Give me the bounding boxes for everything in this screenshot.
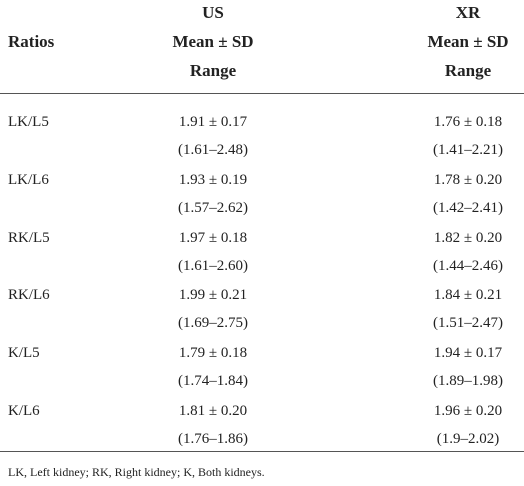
column-header: XR (455, 3, 481, 22)
row-label: LK/L5 (8, 114, 49, 130)
column-header: Range (189, 61, 237, 80)
range: (1.61–2.48) (178, 142, 248, 158)
mean-sd: 1.91 ± 0.17 (178, 114, 248, 130)
range: (1.42–2.41) (433, 199, 503, 216)
range: (1.69–2.75) (178, 315, 248, 332)
row-label: K/L6 (8, 403, 40, 419)
bottom-rule (0, 451, 524, 452)
mean-sd: 1.82 ± 0.20 (433, 229, 503, 246)
row-header: Ratios (8, 32, 55, 51)
column-header: Mean ± SD (172, 32, 254, 51)
mean-sd: 1.94 ± 0.17 (433, 345, 503, 362)
row-label: K/L5 (8, 345, 40, 362)
header-rule (0, 93, 524, 94)
range: (1.57–2.62) (178, 199, 248, 216)
range: (1.76–1.86) (178, 431, 248, 447)
mean-sd: 1.97 ± 0.18 (178, 229, 248, 246)
range: (1.74–1.84) (178, 373, 248, 390)
footnote: LK, Left kidney; RK, Right kidney; K, Bo… (8, 465, 265, 479)
mean-sd: 1.79 ± 0.18 (178, 345, 248, 362)
mean-sd: 1.78 ± 0.20 (433, 171, 503, 188)
mean-sd: 1.84 ± 0.21 (433, 287, 503, 304)
range: (1.61–2.60) (178, 257, 248, 274)
row-label: RK/L6 (8, 287, 50, 304)
range: (1.41–2.21) (433, 142, 503, 158)
mean-sd: 1.93 ± 0.19 (178, 171, 248, 188)
range: (1.89–1.98) (433, 373, 503, 390)
mean-sd: 1.81 ± 0.20 (178, 403, 248, 419)
column-header: Mean ± SD (427, 32, 509, 51)
mean-sd: 1.76 ± 0.18 (433, 114, 503, 130)
range: (1.51–2.47) (433, 315, 503, 332)
range: (1.9–2.02) (436, 431, 500, 447)
row-label: RK/L5 (8, 229, 50, 246)
mean-sd: 1.99 ± 0.21 (178, 287, 248, 304)
column-header: Range (444, 61, 492, 80)
mean-sd: 1.96 ± 0.20 (433, 403, 503, 419)
range: (1.44–2.46) (433, 257, 503, 274)
column-header: US (202, 3, 224, 22)
row-label: LK/L6 (8, 171, 49, 188)
